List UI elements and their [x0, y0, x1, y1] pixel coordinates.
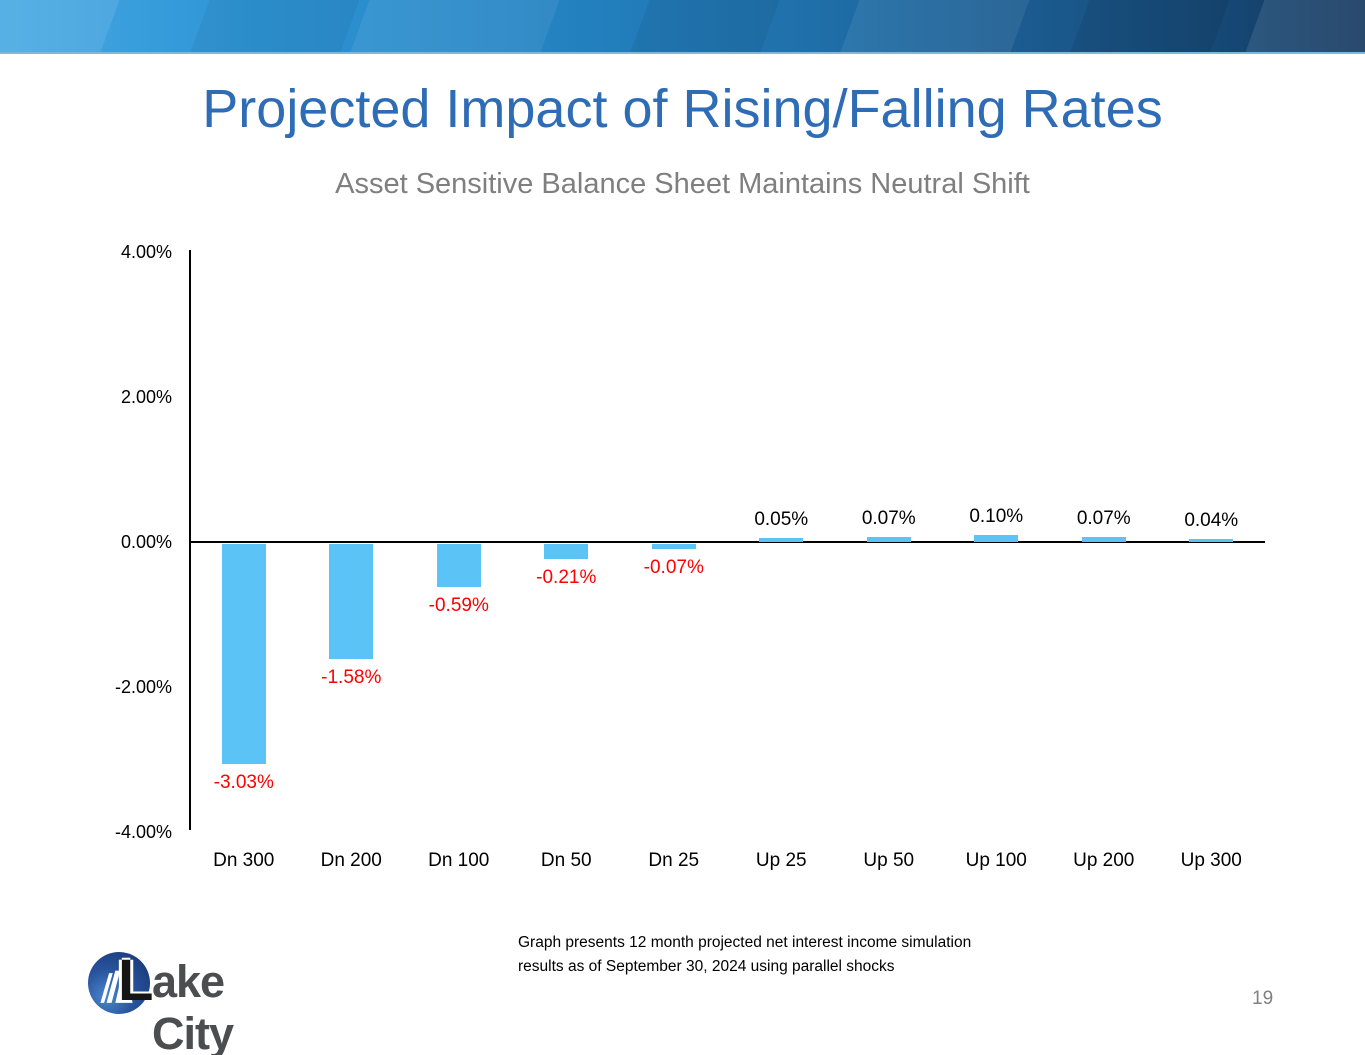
data-label: -3.03%: [213, 771, 274, 793]
y-tick-label: -4.00%: [114, 822, 172, 842]
bar-dn-50: [544, 544, 589, 560]
data-label: -0.21%: [536, 567, 597, 589]
x-category-label: Dn 300: [213, 850, 275, 871]
logo-wordmark: ake City Bank: [152, 956, 234, 1055]
x-category-label: Dn 100: [428, 850, 490, 871]
data-label: -1.58%: [321, 666, 382, 688]
data-label: -0.59%: [428, 594, 489, 616]
x-category-label: Up 300: [1180, 850, 1242, 871]
x-category-label: Dn 25: [648, 850, 700, 871]
bar-up-300: [1189, 539, 1234, 542]
y-axis-line: [189, 250, 191, 830]
x-category-label: Dn 50: [540, 850, 592, 871]
y-tick-label: -2.00%: [114, 677, 172, 697]
x-category-label: Up 50: [863, 850, 915, 871]
data-label: 0.07%: [1076, 507, 1131, 529]
slide-subtitle: Asset Sensitive Balance Sheet Maintains …: [335, 168, 1030, 200]
bridge-icon: [100, 965, 133, 1003]
bar-up-100: [974, 534, 1019, 542]
logo-emblem-circle: [88, 952, 150, 1014]
bar-dn-300: [221, 544, 266, 764]
bar-dn-25: [651, 544, 696, 550]
bar-dn-100: [436, 544, 481, 587]
y-tick-label: 4.00%: [120, 242, 172, 262]
x-category-label: Up 200: [1073, 850, 1135, 871]
logo-letter-l: L: [118, 948, 154, 1013]
zero-axis-line: [190, 541, 1265, 543]
footnote-line2: results as of September 30, 2024 using p…: [518, 958, 895, 975]
data-label: 0.10%: [969, 505, 1024, 527]
data-label: 0.07%: [861, 507, 916, 529]
footnote-line1: Graph presents 12 month projected net in…: [518, 934, 972, 951]
x-category-label: Up 25: [755, 850, 807, 871]
top-banner: [0, 0, 1365, 54]
footnote: Graph presents 12 month projected net in…: [518, 931, 971, 979]
x-category-label: Dn 200: [320, 850, 382, 871]
y-tick-label: 2.00%: [120, 387, 172, 407]
y-tick-label: 0.00%: [120, 532, 172, 552]
data-label: 0.05%: [754, 509, 809, 531]
bar-up-200: [1081, 536, 1126, 542]
bar-up-50: [866, 536, 911, 542]
data-label: -0.07%: [643, 557, 704, 579]
data-label: 0.04%: [1184, 510, 1239, 532]
page-number: 19: [1252, 988, 1274, 1009]
x-category-label: Up 100: [965, 850, 1027, 871]
slide-title: Projected Impact of Rising/Falling Rates: [202, 79, 1163, 139]
bar-dn-200: [329, 544, 374, 659]
bar-up-25: [759, 538, 804, 542]
